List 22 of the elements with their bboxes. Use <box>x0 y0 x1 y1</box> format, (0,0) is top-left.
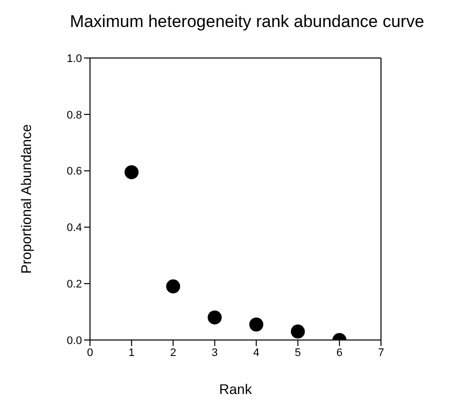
x-tick-label: 7 <box>378 346 384 359</box>
chart-title: Maximum heterogeneity rank abundance curve <box>68 11 426 33</box>
y-tick-label: 0.0 <box>66 334 82 347</box>
x-tick-label: 0 <box>86 346 94 359</box>
x-tick-label: 3 <box>212 346 218 359</box>
x-tick-label: 1 <box>128 346 135 359</box>
x-axis-title: Rank <box>219 381 253 397</box>
point <box>290 324 305 339</box>
y-tick-label: 0.4 <box>66 222 82 234</box>
point <box>166 279 180 294</box>
x-tick-label: 2 <box>170 346 176 359</box>
y-tick-label: 0.8 <box>66 109 82 122</box>
y-axis-title: Proportional Abundance <box>18 124 34 274</box>
y-tick-label: 0.6 <box>66 166 82 178</box>
x-tick-label: 6 <box>336 346 342 359</box>
point <box>208 310 222 324</box>
y-tick-label: 1.0 <box>66 52 82 65</box>
x-tick-label: 4 <box>253 346 260 359</box>
x-tick-label: 5 <box>294 346 301 359</box>
point <box>124 165 139 180</box>
y-tick-label: 0.2 <box>66 278 82 291</box>
point <box>249 317 264 332</box>
